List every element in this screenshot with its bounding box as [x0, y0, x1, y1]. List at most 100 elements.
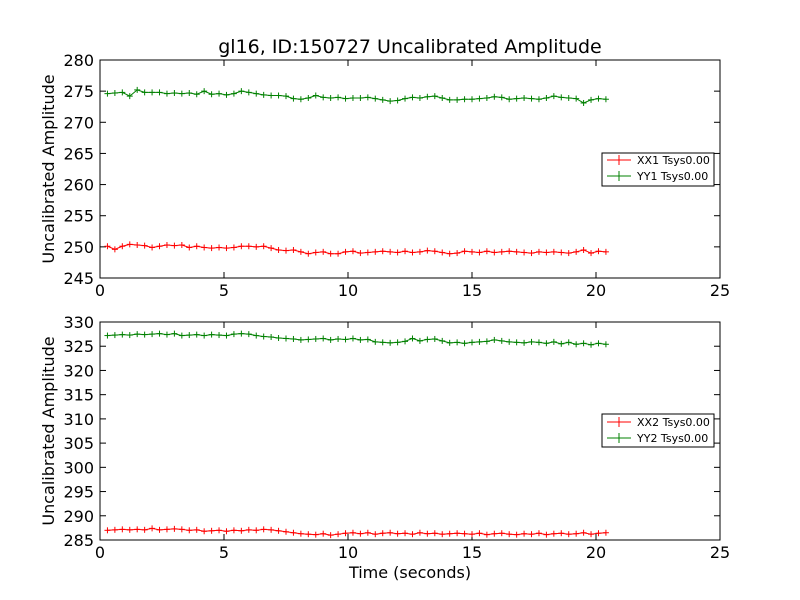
bottom-series-xx-point	[223, 528, 230, 535]
bottom-series-yy-point	[469, 339, 475, 346]
top-legend-box	[601, 152, 715, 187]
top-series-lines	[104, 86, 609, 257]
bottom-series-yy-point	[245, 331, 252, 338]
top-series-xx-point	[409, 249, 416, 256]
bottom-series-yy-point	[379, 339, 386, 346]
top-series-xx-point	[372, 248, 379, 255]
bottom-x-tick-label: 20	[586, 543, 606, 562]
bottom-series-xx-point	[506, 531, 513, 538]
top-series-xx-point	[171, 242, 178, 249]
top-series-xx-point	[253, 243, 260, 250]
bottom-series-xx-point	[402, 530, 409, 537]
bottom-series-yy-point	[483, 338, 490, 345]
bottom-series-yy-point	[253, 332, 260, 339]
top-series-xx-point	[588, 250, 595, 257]
bottom-legend-box	[601, 413, 715, 448]
bottom-series-yy-point	[394, 339, 401, 346]
bottom-series-xx-point	[111, 526, 118, 533]
bottom-y-tick-label: 290	[63, 507, 94, 526]
bottom-series-xx-point	[379, 530, 386, 537]
bottom-x-tick-label: 15	[462, 543, 482, 562]
top-series-xx-point	[446, 250, 453, 257]
top-subplot: 0 5 10 15 20 25 245 250 255 260 265 270 275 280 Uncal…	[39, 51, 730, 300]
top-series-yy-point	[588, 96, 595, 103]
top-series-xx-point	[134, 241, 141, 248]
top-series-xx-point	[141, 242, 148, 249]
top-series-yy-point	[238, 88, 245, 95]
top-series-yy-point	[602, 96, 609, 103]
top-series-xx-point	[275, 246, 282, 253]
bottom-series-yy-point	[201, 332, 208, 339]
top-series-xx-point	[297, 248, 304, 255]
top-series-xx-point	[550, 248, 557, 255]
bottom-series-xx-point	[305, 531, 312, 538]
bottom-series-xx-point	[283, 528, 289, 535]
top-series-xx-point	[394, 249, 401, 256]
bottom-series-xx-point	[349, 529, 356, 536]
top-series-xx-point	[245, 243, 252, 250]
top-series-yy-point	[126, 93, 133, 100]
bottom-series-yy-point	[528, 338, 535, 345]
bottom-series-xx-point	[290, 529, 297, 536]
top-series-yy-point	[141, 89, 148, 96]
top-series-xx-point	[230, 244, 237, 251]
bottom-series-yy-point	[163, 331, 170, 338]
top-series-yy-point	[156, 89, 163, 96]
bottom-series-yy-point	[357, 336, 364, 343]
top-series-yy-point	[223, 91, 230, 98]
bottom-series-xx-point	[409, 531, 416, 538]
bottom-y-tick-label: 300	[63, 458, 94, 477]
top-series-xx-point	[201, 244, 208, 251]
bottom-series-xx-point	[387, 529, 394, 536]
bottom-series-xx-point	[245, 526, 252, 533]
bottom-series-xx-point	[238, 527, 245, 534]
bottom-series-xx-point	[141, 526, 148, 533]
top-series-yy-point	[171, 90, 178, 97]
bottom-series-yy-point	[320, 335, 327, 342]
top-series-xx-point	[387, 248, 394, 255]
top-series-xx-point	[349, 248, 356, 255]
top-y-tick-label: 260	[63, 176, 94, 195]
bottom-series-yy-point	[573, 341, 580, 348]
top-series-yy-point	[208, 91, 215, 98]
bottom-series-xx-point	[260, 526, 267, 533]
bottom-series-yy-point	[335, 335, 342, 342]
top-series-yy-point	[454, 96, 461, 103]
top-y-tick-label: 270	[63, 113, 94, 132]
bottom-series-xx-point	[253, 527, 260, 534]
bottom-y-tick-label: 315	[63, 386, 94, 405]
bottom-series-xx-point	[186, 527, 193, 534]
bottom-series-yy-point	[454, 339, 461, 346]
top-series-yy-point	[439, 94, 446, 101]
top-series-yy-point	[483, 94, 490, 101]
bottom-series-yy-point	[297, 336, 304, 343]
top-series-yy-point	[186, 90, 193, 97]
bottom-series-yy-point	[238, 330, 245, 337]
top-series-xx-point	[305, 250, 312, 257]
top-series-xx-point	[379, 248, 386, 255]
top-y-tick-label: 265	[63, 144, 94, 163]
top-series-yy-point	[580, 99, 587, 106]
top-series-xx-point	[573, 248, 580, 255]
top-series-yy-point	[297, 96, 304, 103]
bottom-series-xx-point	[588, 531, 595, 538]
top-series-yy-point	[543, 94, 550, 101]
bottom-series-xx-point	[461, 530, 468, 537]
top-series-yy-point	[446, 96, 453, 103]
top-series-yy-point	[163, 90, 170, 97]
bottom-series-yy-point	[342, 336, 349, 343]
bottom-series-xx-point	[602, 529, 609, 536]
top-series-yy-point	[253, 90, 260, 97]
top-series-yy-point	[201, 88, 208, 95]
top-series-yy-point	[550, 93, 557, 100]
top-series-xx-point	[320, 248, 327, 255]
bottom-series-xx-point	[119, 526, 126, 533]
bottom-series-xx-point	[208, 527, 215, 534]
top-series-xx-point	[580, 246, 587, 253]
bottom-series-xx-point	[327, 532, 334, 539]
top-legend-label-yy: YY1 Tsys0.00	[636, 170, 708, 183]
bottom-series-yy-point	[521, 339, 528, 346]
top-series-yy-point	[320, 94, 327, 101]
top-series-xx-point	[513, 248, 520, 255]
bottom-series-yy-point	[260, 333, 267, 340]
